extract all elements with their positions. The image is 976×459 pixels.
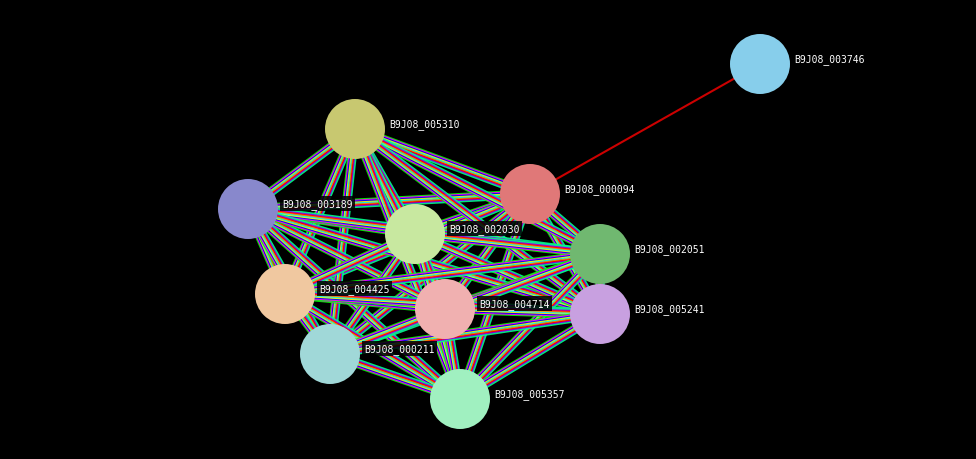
Circle shape: [570, 224, 630, 285]
Circle shape: [415, 280, 475, 339]
Circle shape: [255, 264, 315, 325]
Text: B9J08_004714: B9J08_004714: [479, 298, 549, 309]
Text: B9J08_002051: B9J08_002051: [634, 243, 705, 254]
Text: B9J08_003746: B9J08_003746: [794, 54, 865, 65]
Circle shape: [500, 165, 560, 224]
Circle shape: [300, 325, 360, 384]
Circle shape: [570, 285, 630, 344]
Text: B9J08_000211: B9J08_000211: [364, 343, 434, 354]
Text: B9J08_005357: B9J08_005357: [494, 388, 564, 399]
Circle shape: [325, 100, 385, 160]
Text: B9J08_000094: B9J08_000094: [564, 184, 634, 195]
Text: B9J08_004425: B9J08_004425: [319, 283, 389, 294]
Text: B9J08_003189: B9J08_003189: [282, 199, 352, 209]
Text: B9J08_002030: B9J08_002030: [449, 224, 519, 235]
Text: B9J08_005241: B9J08_005241: [634, 303, 705, 314]
Circle shape: [730, 35, 790, 95]
Text: B9J08_005310: B9J08_005310: [389, 119, 460, 129]
Circle shape: [385, 205, 445, 264]
Circle shape: [430, 369, 490, 429]
Circle shape: [218, 179, 278, 240]
